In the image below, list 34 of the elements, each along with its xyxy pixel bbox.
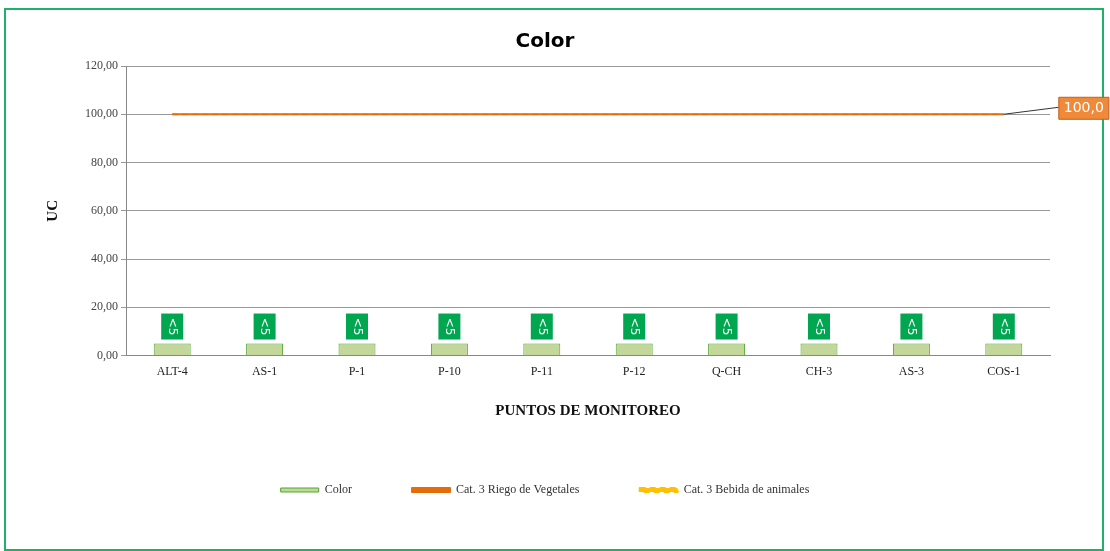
data-label: <5 (905, 317, 920, 336)
y-tick-label: 0,00 (97, 347, 118, 362)
x-tick-label: Q-CH (711, 363, 742, 378)
y-tick-label: 20,00 (91, 299, 118, 314)
x-tick-label: P-12 (622, 363, 646, 378)
x-tick-label: P-10 (438, 363, 461, 378)
data-label: <5 (628, 317, 643, 336)
data-label: <5 (720, 317, 735, 336)
y-tick-label: 40,00 (91, 251, 118, 266)
y-tick-label: 100,00 (85, 106, 118, 121)
x-tick-label: ALT-4 (156, 363, 188, 378)
legend-label: Color (324, 482, 353, 497)
x-tick-label: P-11 (530, 363, 553, 378)
y-tick-label: 60,00 (91, 202, 118, 217)
x-tick-label: P-1 (348, 363, 366, 378)
data-label: <5 (350, 317, 365, 336)
x-tick-label: CH-3 (805, 363, 833, 378)
y-tick-label: 80,00 (91, 154, 118, 169)
data-label: <5 (997, 317, 1012, 336)
x-tick-label: AS-3 (898, 363, 925, 378)
x-tick-label: AS-1 (251, 363, 278, 378)
data-label: <5 (812, 317, 827, 336)
data-label: <5 (443, 317, 458, 336)
x-tick-label: COS-1 (987, 363, 1021, 378)
data-label: <5 (535, 317, 550, 336)
chart-title: Color (515, 28, 575, 53)
y-axis-title: UC (43, 199, 60, 222)
y-tick-label: 120,00 (85, 58, 118, 73)
legend-label: Cat. 3 Riego de Vegetales (456, 482, 580, 497)
data-label: <5 (166, 317, 181, 336)
x-axis-title: PUNTOS DE MONITOREO (495, 401, 681, 418)
annotation: 100,0 (1063, 98, 1104, 115)
legend-label: Cat. 3 Bebida de animales (683, 482, 810, 497)
data-label: <5 (258, 317, 273, 336)
